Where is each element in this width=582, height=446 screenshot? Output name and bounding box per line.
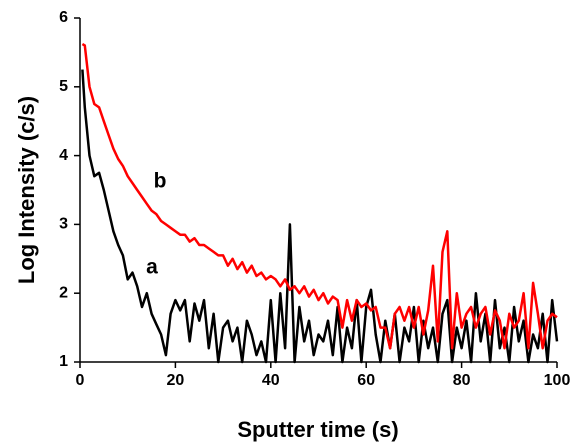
x-tick-label: 40 <box>262 372 280 389</box>
data-line <box>81 69 559 364</box>
y-tick-label: 6 <box>59 9 68 26</box>
y-tick-label: 4 <box>59 147 68 164</box>
y-tick-label: 5 <box>59 78 68 95</box>
x-axis-title: Sputter time (s) <box>237 417 398 442</box>
data-line <box>81 43 558 350</box>
series-label: a <box>146 256 158 279</box>
x-tick-label: 100 <box>544 372 571 389</box>
y-axis-title: Log Intensity (c/s) <box>14 96 39 284</box>
y-tick-label: 3 <box>59 216 68 233</box>
y-tick-label: 1 <box>59 353 68 370</box>
x-tick-label: 80 <box>453 372 471 389</box>
x-tick-label: 20 <box>167 372 185 389</box>
x-tick-label: 0 <box>76 372 85 389</box>
y-tick-label: 2 <box>59 284 68 301</box>
series-label: b <box>154 170 167 193</box>
x-tick-label: 60 <box>357 372 375 389</box>
